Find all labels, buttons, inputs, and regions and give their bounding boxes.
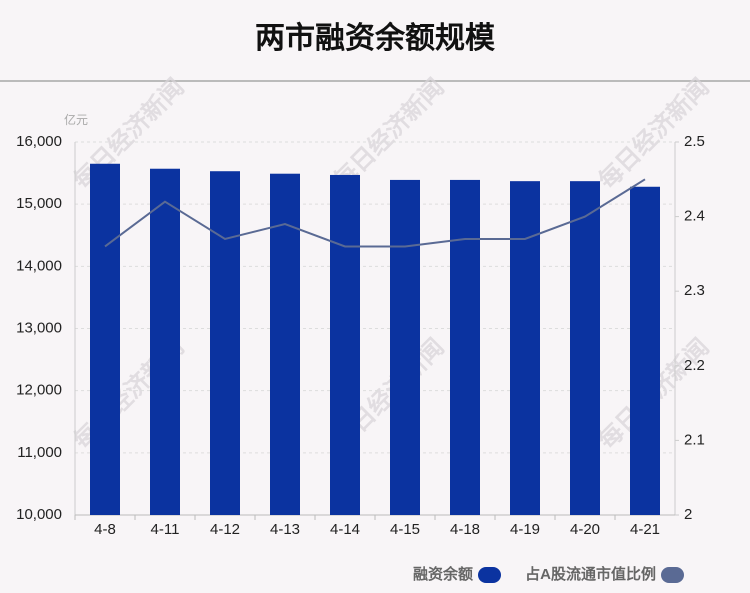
legend-label: 占A股流通市值比例 xyxy=(525,565,656,583)
line xyxy=(104,178,646,248)
bar xyxy=(90,163,120,515)
y2-tick-label: 2.2 xyxy=(684,357,705,374)
legend-swatch xyxy=(661,567,684,583)
y-tick-label: 10,000 xyxy=(16,506,62,523)
legend-label: 融资余额 xyxy=(413,565,473,583)
y2-tick-label: 2.5 xyxy=(684,133,705,150)
y-tick-label: 14,000 xyxy=(16,257,62,274)
y-tick-label: 12,000 xyxy=(16,382,62,399)
y2-tick-label: 2 xyxy=(684,506,692,523)
x-tick-label: 4-14 xyxy=(330,521,360,538)
x-tick-label: 4-20 xyxy=(570,521,600,538)
bar xyxy=(210,171,240,516)
y-unit: 亿元 xyxy=(64,112,88,127)
bar xyxy=(150,168,180,515)
bar xyxy=(450,179,480,515)
y-tick-label: 16,000 xyxy=(16,133,62,150)
bar xyxy=(570,181,600,516)
x-tick-label: 4-15 xyxy=(390,521,420,538)
legend-swatch xyxy=(478,567,501,583)
chart-title: 两市融资余额规模 xyxy=(255,21,495,55)
x-tick-label: 4-12 xyxy=(210,521,240,538)
x-tick-label: 4-13 xyxy=(270,521,300,538)
y2-tick-label: 2.3 xyxy=(684,282,705,299)
x-tick-label: 4-21 xyxy=(630,521,660,538)
y-tick-label: 15,000 xyxy=(16,195,62,212)
bar xyxy=(510,181,540,516)
x-tick-label: 4-19 xyxy=(510,521,540,538)
x-tick-label: 4-18 xyxy=(450,521,480,538)
bar xyxy=(270,173,300,515)
x-tick-label: 4-8 xyxy=(94,521,116,538)
y2-tick-label: 2.4 xyxy=(684,208,705,225)
bar xyxy=(630,186,660,515)
x-tick-label: 4-11 xyxy=(151,521,180,538)
bar xyxy=(390,179,420,515)
y-tick-label: 13,000 xyxy=(16,319,62,336)
bar xyxy=(330,174,360,515)
y2-tick-label: 2.1 xyxy=(684,431,705,448)
y-tick-label: 11,000 xyxy=(17,444,62,461)
